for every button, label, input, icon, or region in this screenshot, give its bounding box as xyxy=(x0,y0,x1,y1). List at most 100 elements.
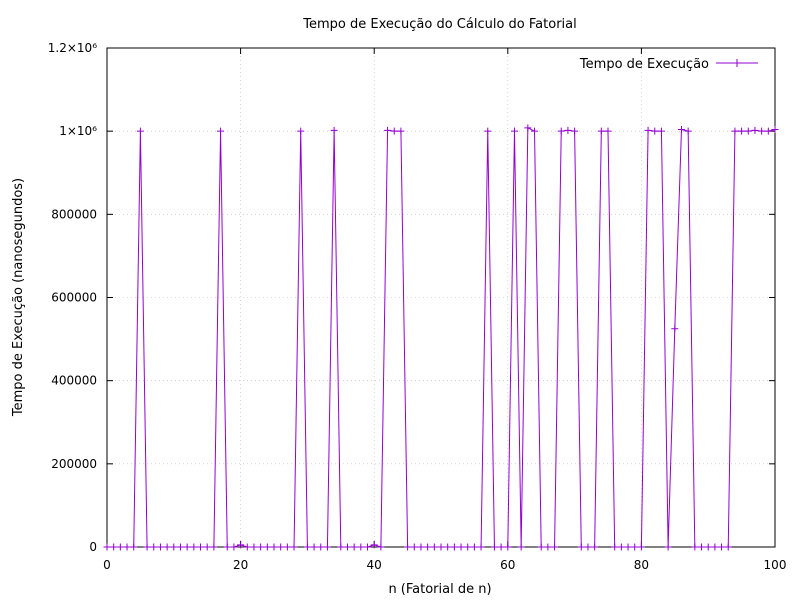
data-point xyxy=(537,543,545,551)
data-point xyxy=(510,127,518,135)
data-point xyxy=(410,543,418,551)
y-tick-label: 1.2×10⁶ xyxy=(48,41,97,55)
legend: Tempo de Execução xyxy=(579,57,758,72)
data-point xyxy=(698,543,706,551)
data-point xyxy=(624,543,632,551)
data-point xyxy=(317,543,325,551)
data-point xyxy=(283,543,291,551)
data-point xyxy=(551,543,559,551)
data-point xyxy=(571,127,579,135)
data-point xyxy=(544,543,552,551)
data-point xyxy=(310,543,318,551)
data-point xyxy=(644,126,652,134)
data-point xyxy=(136,127,144,135)
data-point xyxy=(497,543,505,551)
data-point xyxy=(557,127,565,135)
data-point xyxy=(156,543,164,551)
legend-label: Tempo de Execução xyxy=(579,57,709,72)
data-point xyxy=(217,127,225,135)
x-axis-tick-labels: 0 20 40 60 80 100 xyxy=(103,558,786,572)
x-tick-label: 100 xyxy=(764,558,787,572)
data-point xyxy=(263,543,271,551)
data-point xyxy=(684,127,692,135)
data-point xyxy=(237,541,245,549)
data-point xyxy=(377,543,385,551)
data-point xyxy=(637,543,645,551)
data-point xyxy=(437,543,445,551)
data-point xyxy=(771,126,779,134)
data-point xyxy=(103,543,111,551)
data-point xyxy=(751,126,759,134)
data-point xyxy=(711,543,719,551)
data-point xyxy=(611,543,619,551)
data-point xyxy=(243,543,251,551)
chart-title: Tempo de Execução do Cálculo do Fatorial xyxy=(302,17,576,32)
data-point xyxy=(531,127,539,135)
data-point xyxy=(584,543,592,551)
data-point xyxy=(397,127,405,135)
data-point xyxy=(591,543,599,551)
data-point xyxy=(303,543,311,551)
data-point xyxy=(190,543,198,551)
data-point xyxy=(150,543,158,551)
data-point xyxy=(404,543,412,551)
data-point xyxy=(370,541,378,549)
series-layer xyxy=(103,124,779,551)
data-point xyxy=(691,543,699,551)
data-point xyxy=(604,127,612,135)
data-point xyxy=(270,543,278,551)
y-tick-label: 400000 xyxy=(51,374,97,388)
data-point xyxy=(457,543,465,551)
data-point xyxy=(197,543,205,551)
data-point xyxy=(704,543,712,551)
data-point xyxy=(183,543,191,551)
data-point xyxy=(163,543,171,551)
data-point xyxy=(384,126,392,134)
data-point xyxy=(738,127,746,135)
data-point xyxy=(123,543,131,551)
data-point xyxy=(444,543,452,551)
y-axis-label: Tempo de Execução (nanosegundos) xyxy=(11,178,26,417)
data-point xyxy=(430,543,438,551)
x-tick-label: 20 xyxy=(233,558,248,572)
data-point xyxy=(176,543,184,551)
data-point xyxy=(484,127,492,135)
y-tick-label: 200000 xyxy=(51,457,97,471)
data-point xyxy=(464,543,472,551)
data-point xyxy=(597,127,605,135)
data-point xyxy=(364,543,372,551)
y-tick-label: 0 xyxy=(89,540,97,554)
data-point xyxy=(651,127,659,135)
data-point xyxy=(631,543,639,551)
data-point xyxy=(744,127,752,135)
data-point xyxy=(664,543,672,551)
data-point xyxy=(330,126,338,134)
y-tick-label: 600000 xyxy=(51,291,97,305)
data-point xyxy=(524,124,532,132)
data-point xyxy=(504,543,512,551)
data-point xyxy=(116,543,124,551)
data-point xyxy=(130,543,138,551)
data-point xyxy=(323,543,331,551)
data-point xyxy=(223,543,231,551)
data-point xyxy=(390,127,398,135)
x-tick-label: 40 xyxy=(367,558,382,572)
data-point xyxy=(677,126,685,134)
x-tick-label: 0 xyxy=(103,558,111,572)
data-point xyxy=(230,543,238,551)
data-point xyxy=(470,543,478,551)
data-point xyxy=(203,543,211,551)
data-point xyxy=(577,543,585,551)
data-point xyxy=(724,543,732,551)
data-point xyxy=(517,543,525,551)
data-point xyxy=(277,543,285,551)
data-point xyxy=(671,325,679,333)
data-point xyxy=(564,126,572,134)
data-point xyxy=(257,543,265,551)
data-point xyxy=(731,127,739,135)
data-point xyxy=(250,543,258,551)
x-tick-label: 60 xyxy=(500,558,515,572)
data-point xyxy=(350,543,358,551)
data-point xyxy=(297,127,305,135)
